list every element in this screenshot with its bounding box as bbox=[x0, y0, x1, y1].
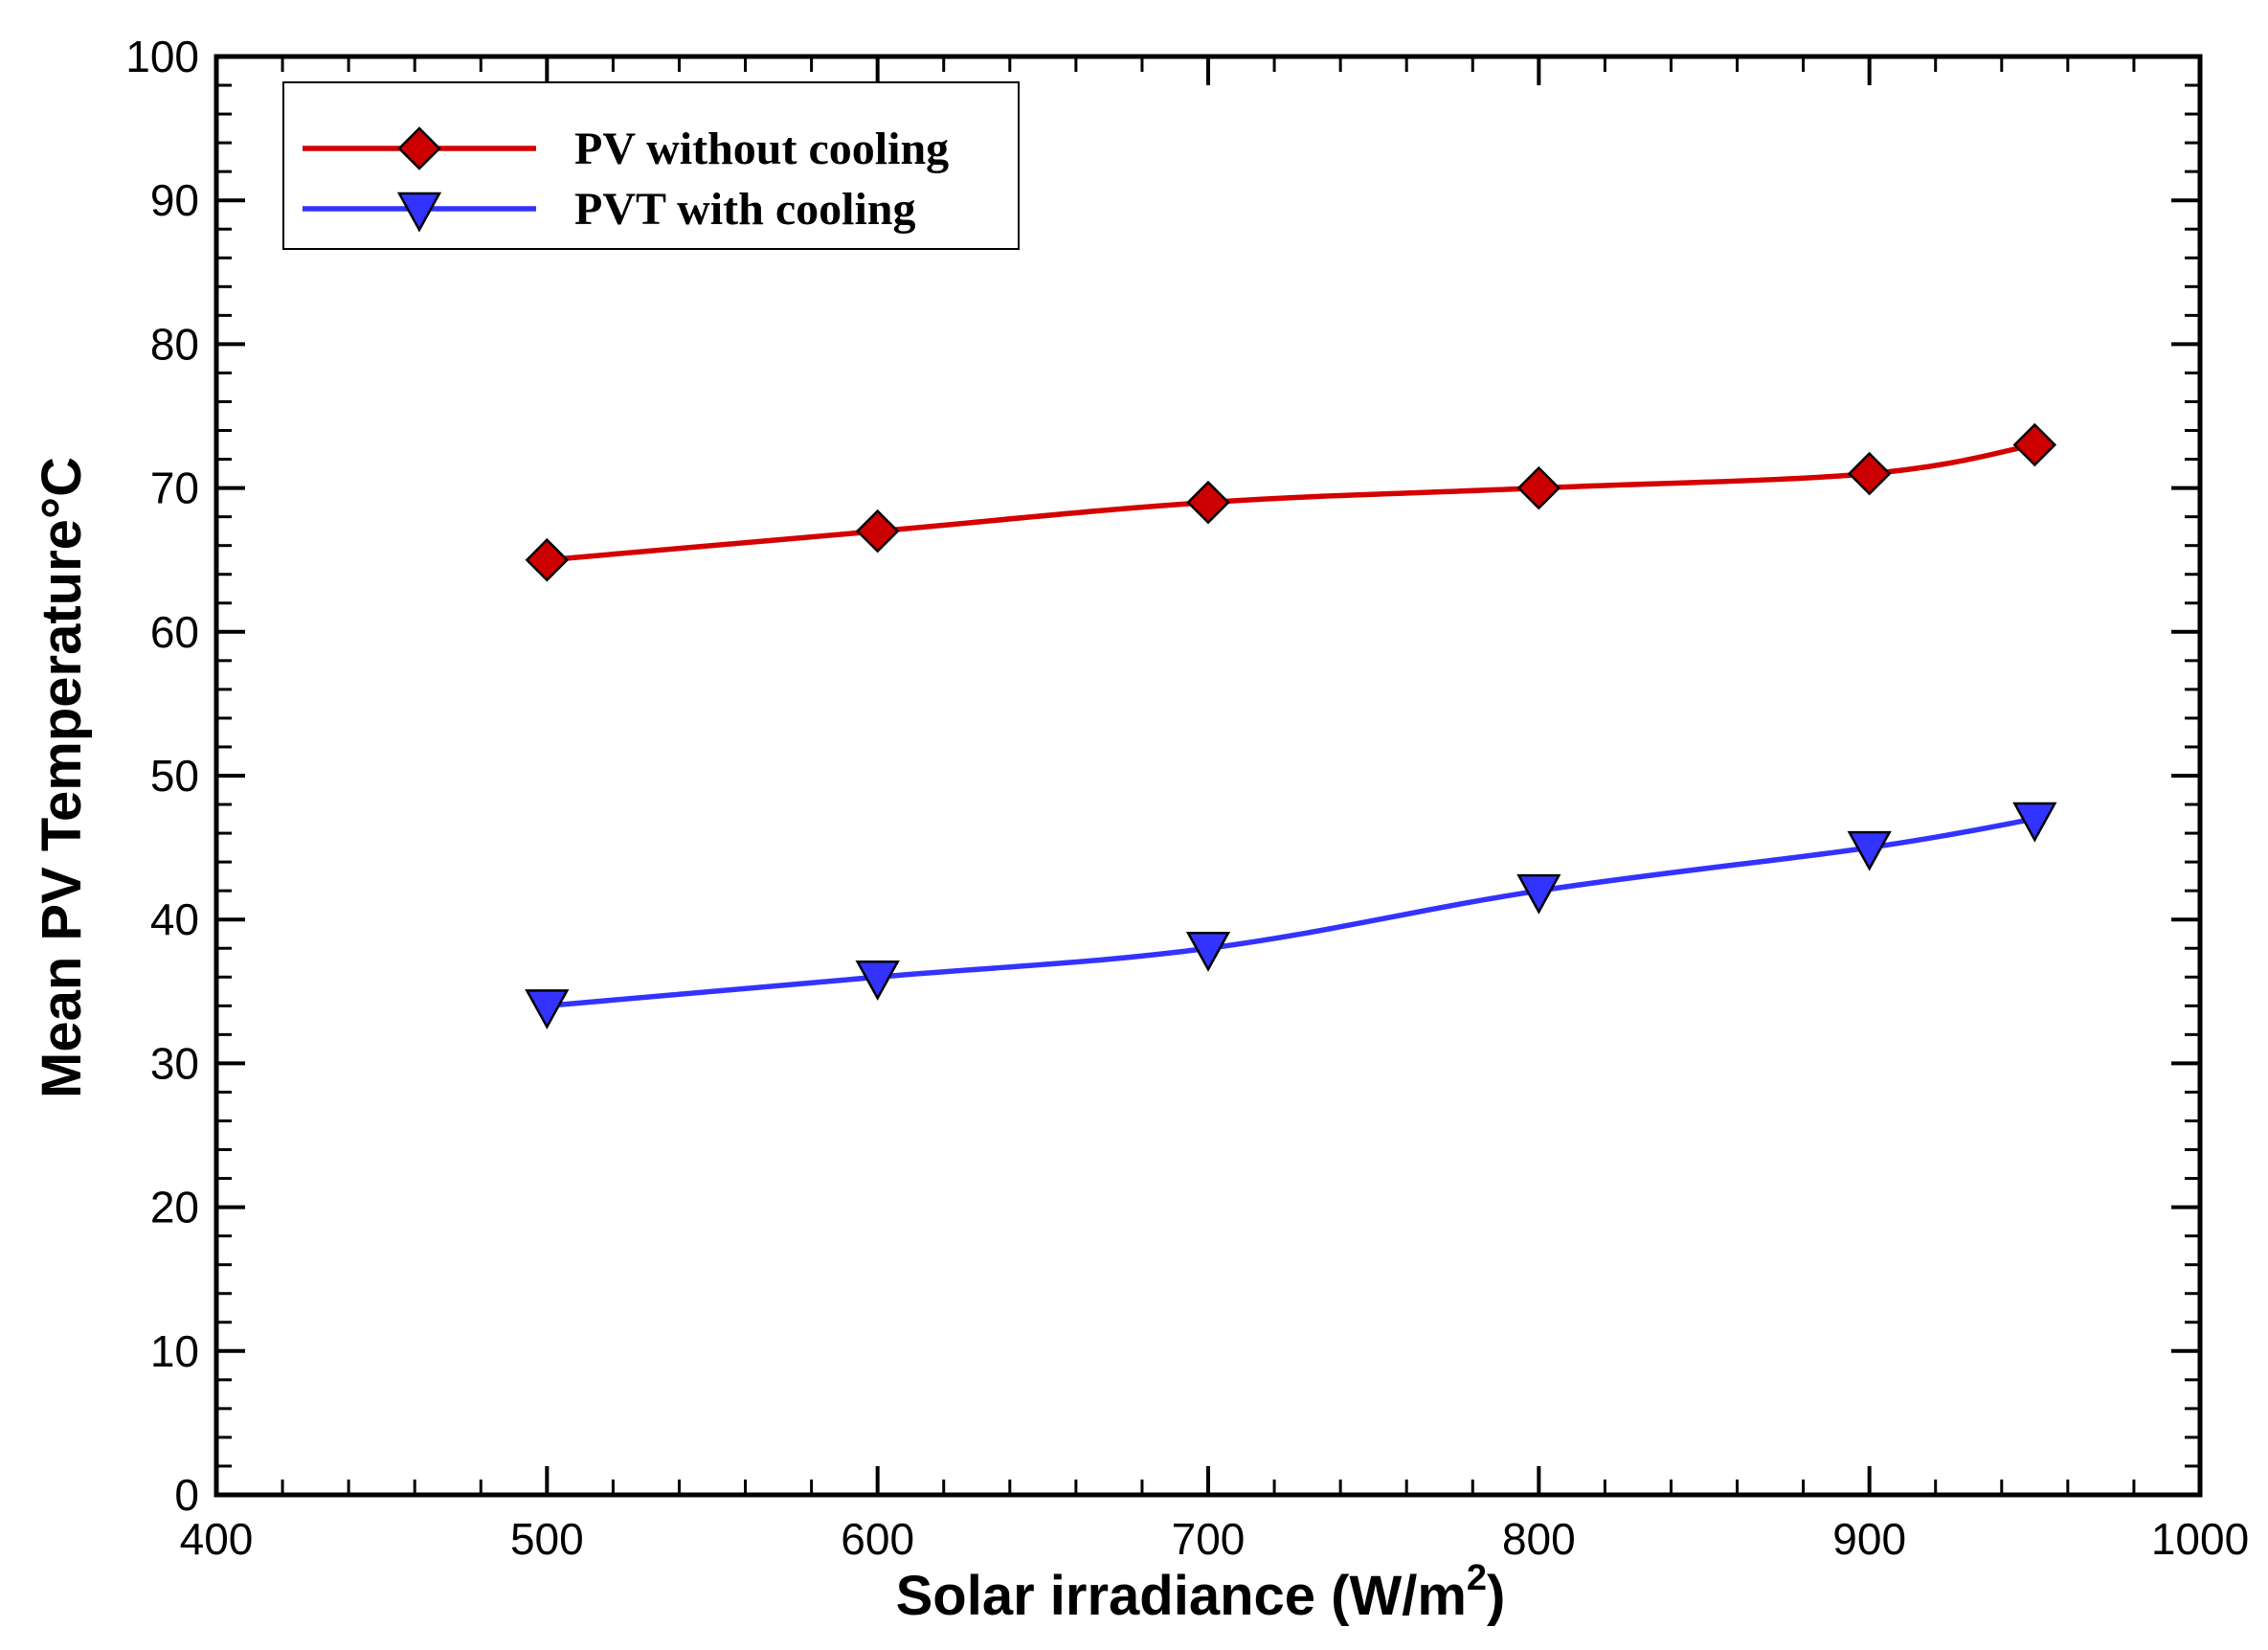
series-layer bbox=[525, 422, 2057, 1029]
legend-label: PVT with cooling bbox=[574, 184, 915, 235]
y-tick-label: 100 bbox=[125, 32, 199, 81]
data-point-marker bbox=[525, 989, 570, 1029]
data-point-marker bbox=[1847, 830, 1892, 871]
y-tick-label: 10 bbox=[150, 1326, 199, 1376]
series-1 bbox=[525, 422, 2057, 582]
x-tick-label: 800 bbox=[1502, 1514, 1576, 1564]
x-tick-label: 900 bbox=[1832, 1514, 1906, 1564]
x-tick-label: 600 bbox=[841, 1514, 914, 1564]
legend-box bbox=[282, 81, 1020, 250]
axis-ticks bbox=[214, 55, 2202, 1497]
data-point-marker bbox=[525, 537, 570, 582]
y-tick-label: 90 bbox=[150, 175, 199, 225]
legend: PV without cooling PVT with cooling bbox=[282, 81, 1020, 250]
legend-item-1: PV without cooling bbox=[303, 124, 949, 174]
data-point-marker bbox=[1516, 873, 1561, 915]
legend-marker bbox=[396, 192, 442, 233]
x-tick-label: 700 bbox=[1172, 1514, 1246, 1564]
y-tick-label: 30 bbox=[150, 1038, 199, 1088]
x-tick-label: 500 bbox=[510, 1514, 584, 1564]
y-tick-label: 50 bbox=[150, 751, 199, 801]
y-tick-label: 70 bbox=[150, 463, 199, 513]
x-axis-title: Solar irradiance (W/m2) bbox=[896, 1558, 1506, 1627]
data-point-marker bbox=[855, 961, 900, 1001]
legend-items: PV without cooling PVT with cooling bbox=[303, 124, 949, 235]
series-2 bbox=[525, 802, 2057, 1029]
y-tick-label: 60 bbox=[150, 607, 199, 657]
y-tick-label: 80 bbox=[150, 319, 199, 369]
legend-item-2: PVT with cooling bbox=[303, 184, 915, 235]
plot-area-frame bbox=[213, 54, 2203, 1498]
legend-marker bbox=[397, 126, 441, 170]
y-tick-label: 40 bbox=[150, 894, 199, 944]
data-point-marker bbox=[2012, 802, 2057, 843]
data-point-marker bbox=[855, 509, 900, 554]
data-point-marker bbox=[1185, 931, 1231, 972]
data-point-marker bbox=[1186, 480, 1230, 525]
x-axis-title-superscript: 2 bbox=[1467, 1558, 1487, 1598]
legend-label: PV without cooling bbox=[574, 124, 949, 174]
x-tick-label: 1000 bbox=[2151, 1514, 2249, 1564]
y-axis-title: Mean PV Temperature°C bbox=[31, 457, 93, 1098]
x-tick-label: 400 bbox=[180, 1514, 254, 1564]
x-axis-title-text: Solar irradiance (W/m bbox=[896, 1565, 1467, 1627]
data-point-marker bbox=[1847, 451, 1892, 496]
data-point-marker bbox=[1516, 465, 1561, 510]
axis-tick-labels: 400 500 600 700 800 900 1000 0 10 20 30 40 50 60 70 80 9… bbox=[125, 32, 2249, 1564]
x-axis-title-close: ) bbox=[1487, 1565, 1505, 1627]
y-tick-label: 20 bbox=[150, 1183, 199, 1232]
y-tick-label: 0 bbox=[174, 1470, 199, 1520]
data-point-marker bbox=[2012, 422, 2057, 467]
